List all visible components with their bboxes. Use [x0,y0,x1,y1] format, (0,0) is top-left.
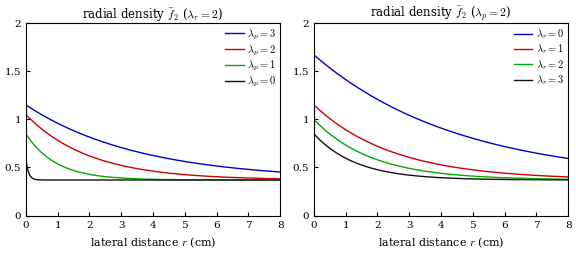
$\lambda_p = 2$ [22,113,29,116]
Line: $\lambda_r = 0$: $\lambda_r = 0$ [314,55,569,158]
Line: $\lambda_r = 2$: $\lambda_r = 2$ [314,119,569,179]
Legend: $\lambda_r = 0$, $\lambda_r = 1$, $\lambda_r = 2$, $\lambda_r = 3$: $\lambda_r = 0$, $\lambda_r = 1$, $\lamb… [513,26,565,88]
$\lambda_p = 2$ [139,168,146,171]
$\lambda_r = 3$ [427,176,434,179]
$\lambda_p = 0$ [270,179,276,182]
$\lambda_r = 0$ [310,53,317,56]
$\lambda_p = 0$ [223,179,230,182]
$\lambda_p = 2$ [270,177,276,180]
$\lambda_p = 0$ [139,179,146,182]
$\lambda_r = 2$ [558,178,564,181]
$\lambda_p = 3$ [277,170,284,173]
Line: $\lambda_p = 3$: $\lambda_p = 3$ [26,105,281,172]
$\lambda_r = 3$ [310,132,317,135]
$\lambda_r = 2$ [323,130,330,133]
Line: $\lambda_p = 1$: $\lambda_p = 1$ [26,134,281,180]
$\lambda_r = 1$ [323,115,330,118]
$\lambda_r = 2$ [434,171,441,174]
Line: $\lambda_p = 2$: $\lambda_p = 2$ [26,115,281,179]
Title: radial density $\bar{f}_2$ ($\lambda_p = 2$): radial density $\bar{f}_2$ ($\lambda_p =… [370,4,512,23]
Legend: $\lambda_p = 3$, $\lambda_p = 2$, $\lambda_p = 1$, $\lambda_p = 0$: $\lambda_p = 3$, $\lambda_p = 2$, $\lamb… [224,26,277,90]
$\lambda_p = 2$ [146,169,153,172]
$\lambda_r = 0$ [565,157,572,160]
$\lambda_p = 2$ [269,177,276,180]
$\lambda_p = 3$ [269,170,276,173]
$\lambda_r = 0$ [427,123,434,126]
$\lambda_p = 0$ [120,179,127,182]
$\lambda_p = 1$ [223,178,230,181]
$\lambda_r = 1$ [511,172,518,176]
$\lambda_p = 3$ [22,103,29,106]
$\lambda_r = 1$ [427,161,434,164]
$\lambda_r = 1$ [557,175,564,178]
$\lambda_r = 3$ [558,178,564,181]
$\lambda_r = 1$ [434,163,441,166]
$\lambda_p = 3$ [35,112,42,115]
$\lambda_r = 3$ [565,178,572,181]
$\lambda_r = 2$ [511,177,518,180]
$\lambda_r = 0$ [511,147,518,150]
$\lambda_r = 2$ [310,118,317,121]
$\lambda_r = 1$ [565,176,572,179]
Line: $\lambda_p = 0$: $\lambda_p = 0$ [26,158,281,180]
$\lambda_r = 1$ [310,103,317,106]
$\lambda_r = 3$ [434,176,441,179]
$\lambda_p = 1$ [146,178,153,181]
$\lambda_r = 3$ [323,145,330,148]
$\lambda_r = 3$ [511,178,518,181]
$\lambda_p = 3$ [270,170,276,173]
$\lambda_p = 2$ [223,176,230,179]
$\lambda_p = 2$ [277,177,284,180]
$\lambda_r = 2$ [427,170,434,173]
Title: radial density $\bar{f}_2$ ($\lambda_r = 2$): radial density $\bar{f}_2$ ($\lambda_r =… [82,6,223,23]
$\lambda_p = 0$ [277,179,284,182]
$\lambda_r = 0$ [557,156,564,159]
$\lambda_p = 2$ [35,125,42,128]
$\lambda_p = 1$ [270,179,276,182]
$\lambda_p = 0$ [35,178,42,181]
Line: $\lambda_r = 1$: $\lambda_r = 1$ [314,105,569,177]
$\lambda_p = 1$ [22,132,29,135]
$\lambda_p = 0$ [146,179,153,182]
$\lambda_p = 3$ [146,153,153,156]
$\lambda_p = 0$ [22,157,29,160]
X-axis label: lateral distance $r$ (cm): lateral distance $r$ (cm) [378,235,504,250]
$\lambda_r = 0$ [558,156,564,159]
$\lambda_p = 1$ [35,148,42,151]
$\lambda_r = 0$ [434,125,441,128]
$\lambda_p = 1$ [269,179,276,182]
$\lambda_r = 1$ [558,175,564,178]
$\lambda_r = 0$ [323,64,330,67]
$\lambda_p = 1$ [277,179,284,182]
$\lambda_r = 2$ [565,178,572,181]
$\lambda_p = 3$ [139,152,146,155]
$\lambda_p = 1$ [139,178,146,181]
$\lambda_p = 3$ [223,166,230,169]
$\lambda_p = 0$ [270,179,276,182]
Line: $\lambda_r = 3$: $\lambda_r = 3$ [314,134,569,180]
X-axis label: lateral distance $r$ (cm): lateral distance $r$ (cm) [90,235,216,250]
$\lambda_r = 3$ [557,178,564,181]
$\lambda_r = 2$ [557,178,564,181]
